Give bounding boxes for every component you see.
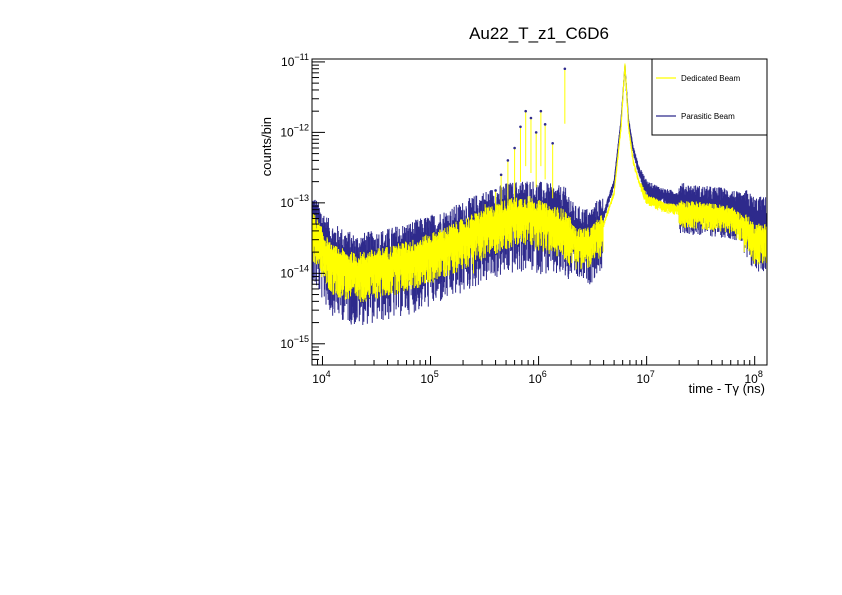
legend-label-dedicated: Dedicated Beam <box>681 74 740 83</box>
resonance-peaks <box>472 67 567 274</box>
x-axis-label: time - Tγ (ns) <box>689 381 765 396</box>
y-tick-label: 10−12 <box>280 122 309 139</box>
peak-marker-8 <box>529 116 533 120</box>
series-layer <box>312 63 767 326</box>
x-tick-label: 107 <box>636 369 654 386</box>
y-axis-label: counts/bin <box>259 117 274 176</box>
peak-marker-4 <box>506 159 510 162</box>
peak-marker-0 <box>472 217 475 220</box>
y-tick-label: 10−11 <box>281 52 309 69</box>
y-tick-label: 10−15 <box>280 334 309 351</box>
x-tick-label: 104 <box>312 369 330 386</box>
peak-marker-10 <box>539 109 543 113</box>
legend-label-parasitic: Parasitic Beam <box>681 112 735 121</box>
x-tick-label: 108 <box>745 369 763 386</box>
peak-marker-7 <box>524 109 528 113</box>
peak-marker-5 <box>513 146 516 150</box>
peak-marker-3 <box>499 173 503 177</box>
x-axis-ticks: 104 105 106 107 108 <box>312 356 763 386</box>
peak-marker-13 <box>563 67 567 71</box>
peak-marker-6 <box>519 125 522 129</box>
peak-marker-9 <box>534 131 538 134</box>
y-tick-label: 10−13 <box>280 193 309 210</box>
legend-box <box>651 58 768 136</box>
series-line-dedicated-beam <box>312 63 756 269</box>
peak-marker-1 <box>483 201 487 205</box>
chart-title: Au22_T_z1_C6D6 <box>469 24 609 43</box>
legend: Dedicated Beam Parasitic Beam <box>651 58 768 136</box>
peak-marker-12 <box>551 141 554 145</box>
plot-frame <box>311 58 768 366</box>
series-dedicated-beam <box>312 63 767 303</box>
x-tick-label: 106 <box>528 369 546 386</box>
peak-marker-2 <box>494 189 497 192</box>
y-axis-ticks: 10−15 10−14 10−13 10−12 10−11 <box>280 52 325 366</box>
peak-marker-11 <box>543 123 547 126</box>
x-tick-label: 105 <box>420 369 438 386</box>
y-tick-label: 10−14 <box>280 263 309 280</box>
